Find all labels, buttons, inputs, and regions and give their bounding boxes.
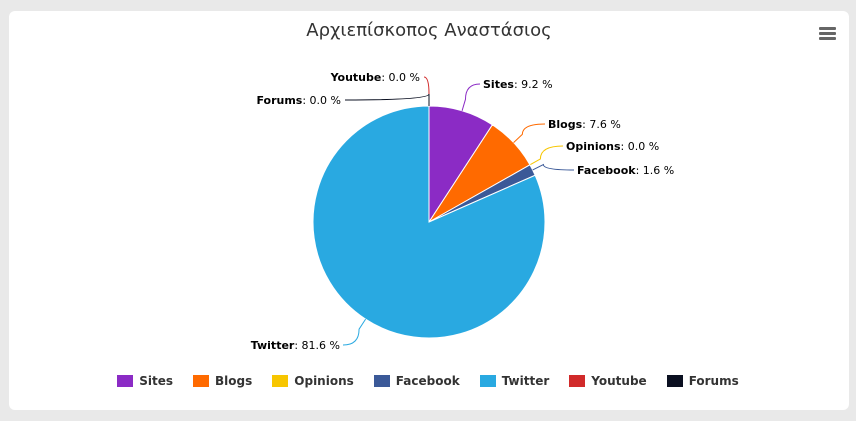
legend-item-sites[interactable]: Sites (117, 374, 173, 388)
legend-swatch-sites (117, 375, 134, 387)
hamburger-menu-icon[interactable] (819, 26, 837, 42)
legend-label-twitter: Twitter (501, 374, 550, 388)
legend-item-forums[interactable]: Forums (666, 374, 739, 388)
pie-slice-twitter[interactable] (312, 105, 546, 339)
legend-swatch-opinions (272, 375, 289, 387)
legend: Sites Blogs Opinions Facebook Twitter Youtube… (0, 370, 856, 392)
legend-label-sites: Sites (139, 374, 174, 388)
data-label-youtube: Youtube: 0.0 % (330, 71, 420, 84)
legend-item-opinions[interactable]: Opinions (272, 374, 354, 388)
legend-item-facebook[interactable]: Facebook (373, 374, 460, 388)
connector-opinions (529, 145, 564, 166)
connector-twitter (342, 318, 367, 346)
legend-swatch-forums (666, 375, 683, 387)
data-label-facebook: Facebook: 1.6 % (577, 164, 674, 177)
connector-facebook (532, 163, 575, 171)
chart-title: Αρχιεπίσκοπος Αναστάσιος (306, 20, 552, 41)
legend-label-forums: Forums (688, 374, 739, 388)
connector-forums (344, 93, 430, 106)
legend-item-youtube[interactable]: Youtube (569, 374, 647, 388)
legend-item-twitter[interactable]: Twitter (479, 374, 550, 388)
data-label-forums: Forums: 0.0 % (256, 94, 341, 107)
legend-label-facebook: Facebook (395, 374, 460, 388)
connector-sites (461, 83, 481, 111)
connector-youtube (423, 76, 430, 106)
legend-swatch-twitter (479, 375, 496, 387)
legend-label-opinions: Opinions (294, 374, 354, 388)
legend-swatch-blogs (193, 375, 210, 387)
legend-label-blogs: Blogs (215, 374, 253, 388)
data-label-twitter: Twitter: 81.6 % (251, 339, 340, 352)
legend-label-youtube: Youtube (591, 374, 647, 388)
data-label-blogs: Blogs: 7.6 % (548, 118, 621, 131)
data-label-opinions: Opinions: 0.0 % (566, 140, 659, 153)
legend-item-blogs[interactable]: Blogs (193, 374, 252, 388)
legend-swatch-youtube (569, 375, 586, 387)
legend-swatch-facebook (373, 375, 390, 387)
connector-blogs (513, 123, 546, 143)
data-label-sites: Sites: 9.2 % (483, 78, 553, 91)
